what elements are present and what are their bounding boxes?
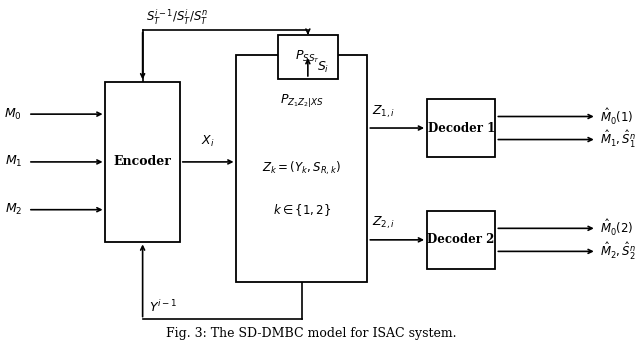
Text: $Z_{2,i}$: $Z_{2,i}$: [372, 215, 396, 231]
Text: $k \in \{1,2\}$: $k \in \{1,2\}$: [273, 202, 331, 218]
Text: $\hat{M}_0(2)$: $\hat{M}_0(2)$: [600, 218, 633, 238]
Text: $P_{Z_1 Z_2|XS}$: $P_{Z_1 Z_2|XS}$: [280, 92, 324, 109]
Text: Decoder 2: Decoder 2: [428, 233, 495, 246]
Text: Decoder 1: Decoder 1: [428, 121, 495, 135]
Text: Fig. 3: The SD-DMBC model for ISAC system.: Fig. 3: The SD-DMBC model for ISAC syste…: [166, 327, 456, 340]
Bar: [106, 82, 180, 242]
Bar: [427, 211, 495, 268]
Text: $Y^{i-1}$: $Y^{i-1}$: [148, 300, 177, 316]
Text: $X_i$: $X_i$: [202, 134, 215, 149]
Bar: [278, 35, 338, 79]
Text: $Z_k = (Y_k, S_{R,k})$: $Z_k = (Y_k, S_{R,k})$: [262, 160, 341, 177]
Text: $Z_{1,i}$: $Z_{1,i}$: [372, 103, 396, 120]
Text: $S_i$: $S_i$: [317, 60, 329, 75]
Text: $M_2$: $M_2$: [4, 202, 22, 217]
Bar: [427, 99, 495, 157]
Text: $\hat{M}_1, \hat{S}_1^n$: $\hat{M}_1, \hat{S}_1^n$: [600, 129, 636, 150]
Text: $P_{SS_T}$: $P_{SS_T}$: [296, 48, 320, 65]
Text: $M_1$: $M_1$: [4, 154, 22, 170]
Text: $M_0$: $M_0$: [4, 107, 22, 122]
Bar: [236, 55, 367, 282]
Text: $\hat{M}_0(1)$: $\hat{M}_0(1)$: [600, 107, 633, 127]
Text: Encoder: Encoder: [114, 155, 172, 169]
Text: $S_T^{i-1}/S_T^{i}/S_T^{n}$: $S_T^{i-1}/S_T^{i}/S_T^{n}$: [146, 8, 207, 27]
Text: $\hat{M}_2, \hat{S}_2^n$: $\hat{M}_2, \hat{S}_2^n$: [600, 241, 636, 262]
